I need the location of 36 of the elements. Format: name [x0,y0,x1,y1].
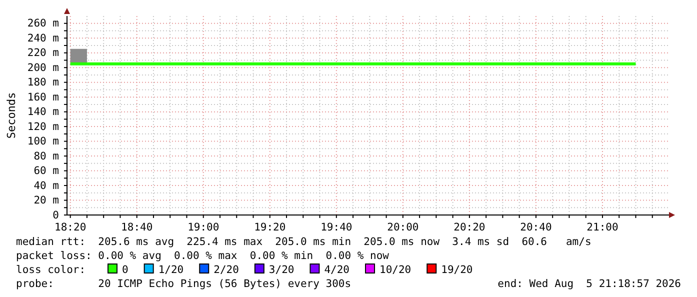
legend-label: 19/20 [441,264,473,276]
y-tick-label: 220 m [27,47,59,60]
legend-label: 1/20 [158,264,184,276]
y-tick-label: 240 m [27,32,59,44]
y-tick-label: 60 m [34,165,59,178]
x-tick-label: 20:20 [454,221,486,234]
y-tick-label: 120 m [27,120,59,133]
legend-label: 3/20 [268,264,294,276]
y-tick-label: 80 m [34,150,59,162]
y-tick-label: 200 m [27,62,59,74]
y-tick-label: 0 [52,209,59,222]
x-tick-label: 21:00 [586,221,618,234]
x-tick-label: 18:40 [121,221,153,234]
legend-title: loss color: [16,264,86,276]
legend-label: 4/20 [324,264,350,276]
text: probe: 20 ICMP Echo Pings (56 Bytes) every 300s [16,278,352,290]
y-tick-label: 100 m [27,136,59,148]
legend-label: 0 [122,264,128,276]
text: median rtt: 205.6 ms avg 225.4 ms max 205.0 ms min 205.0 ms now 3.4 ms sd 60.6 am/s [16,236,592,248]
y-tick-label: 40 m [34,180,59,192]
x-tick-label: 20:40 [520,221,552,234]
x-tick-label: 20:00 [387,221,419,234]
legend-label: 2/20 [214,264,239,276]
y-tick-label: 160 m [27,91,59,104]
x-tick-label: 18:20 [54,221,86,234]
text: end: Wed Aug 5 21:18:57 2026 [498,278,681,290]
y-tick-label: 20 m [34,194,59,207]
y-tick-label: 260 m [27,18,59,30]
y-tick-label: 140 m [27,106,59,118]
text: packet loss: 0.00 % avg 0.00 % max 0.00 % min 0.00 % now [16,250,390,262]
x-tick-label: 19:40 [320,221,352,234]
x-tick-label: 19:20 [254,221,286,234]
y-tick-label: 180 m [27,76,59,89]
y-axis-title: Seconds [5,92,18,139]
legend-label: 10/20 [380,264,412,276]
x-tick-label: 19:00 [188,221,220,234]
